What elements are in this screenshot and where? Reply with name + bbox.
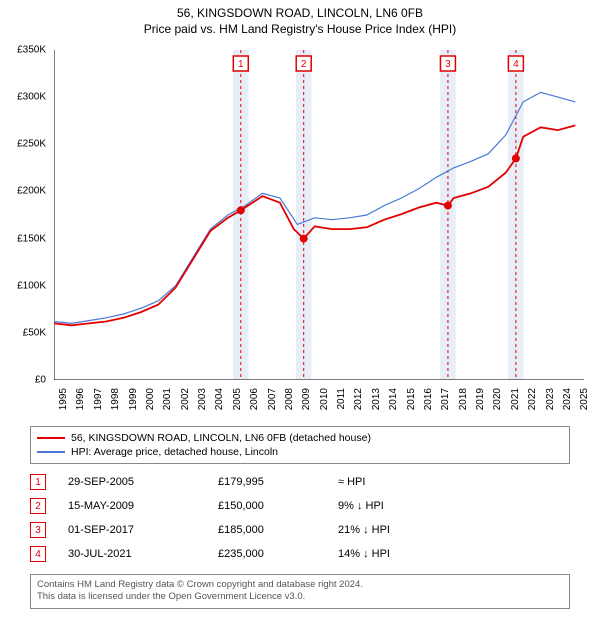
x-tick-label: 2011 [336, 388, 347, 410]
sale-date: 29-SEP-2005 [68, 476, 218, 488]
x-tick-label: 1999 [128, 388, 139, 410]
x-axis-labels: 1995 1996 1997 1998 1999 2000 2001 2002 2003 2004… [54, 384, 584, 424]
x-tick-label: 2000 [145, 388, 156, 410]
footer-line1: Contains HM Land Registry data © Crown c… [37, 579, 563, 591]
sale-price: £179,995 [218, 476, 338, 488]
footer-line2: This data is licensed under the Open Gov… [37, 591, 563, 603]
x-tick-label: 2017 [440, 388, 451, 410]
sale-marker-box: 4 [30, 546, 46, 562]
x-tick-label: 2004 [214, 388, 225, 410]
title-block: 56, KINGSDOWN ROAD, LINCOLN, LN6 0FB Pri… [0, 0, 600, 36]
y-tick-label: £200K [17, 186, 46, 197]
x-tick-label: 1996 [75, 388, 86, 410]
chart-area: 1 2 3 4 [54, 50, 584, 380]
sale-diff: 9% ↓ HPI [338, 500, 570, 512]
title-subtitle: Price paid vs. HM Land Registry's House … [0, 22, 600, 36]
sale-row: 1 29-SEP-2005£179,995≈ HPI [30, 470, 570, 494]
title-address: 56, KINGSDOWN ROAD, LINCOLN, LN6 0FB [0, 6, 600, 20]
sales-table: 1 29-SEP-2005£179,995≈ HPI 2 15-MAY-2009£15… [30, 470, 570, 566]
legend-swatch [37, 451, 65, 452]
sale-diff: 14% ↓ HPI [338, 548, 570, 560]
sale-date: 30-JUL-2021 [68, 548, 218, 560]
sale-date: 15-MAY-2009 [68, 500, 218, 512]
x-tick-label: 1997 [93, 388, 104, 410]
x-tick-label: 2012 [353, 388, 364, 410]
x-tick-label: 2014 [388, 388, 399, 410]
x-tick-label: 2008 [284, 388, 295, 410]
legend-row: HPI: Average price, detached house, Linc… [37, 445, 563, 459]
y-tick-label: £100K [17, 280, 46, 291]
y-tick-label: £300K [17, 92, 46, 103]
x-tick-label: 2019 [475, 388, 486, 410]
y-tick-label: £250K [17, 139, 46, 150]
chart-svg: 1 2 3 4 [54, 50, 584, 380]
svg-text:2: 2 [301, 59, 307, 70]
legend-row: 56, KINGSDOWN ROAD, LINCOLN, LN6 0FB (de… [37, 431, 563, 445]
sale-price: £150,000 [218, 500, 338, 512]
x-tick-label: 2009 [301, 388, 312, 410]
x-tick-label: 2003 [197, 388, 208, 410]
x-tick-label: 2015 [406, 388, 417, 410]
sale-marker-box: 2 [30, 498, 46, 514]
chart-container: 56, KINGSDOWN ROAD, LINCOLN, LN6 0FB Pri… [0, 0, 600, 620]
x-tick-label: 2016 [423, 388, 434, 410]
sale-price: £235,000 [218, 548, 338, 560]
sale-row: 2 15-MAY-2009£150,0009% ↓ HPI [30, 494, 570, 518]
x-tick-label: 2007 [267, 388, 278, 410]
x-tick-label: 2006 [249, 388, 260, 410]
x-tick-label: 2010 [319, 388, 330, 410]
y-tick-label: £50K [23, 327, 46, 338]
y-tick-label: £150K [17, 233, 46, 244]
svg-text:1: 1 [238, 59, 244, 70]
sale-row: 4 30-JUL-2021£235,00014% ↓ HPI [30, 542, 570, 566]
sale-marker-box: 1 [30, 474, 46, 490]
x-tick-label: 2002 [180, 388, 191, 410]
legend-text: HPI: Average price, detached house, Linc… [71, 446, 278, 458]
sale-diff: ≈ HPI [338, 476, 570, 488]
x-tick-label: 2005 [232, 388, 243, 410]
x-tick-label: 2020 [492, 388, 503, 410]
x-tick-label: 2025 [579, 388, 590, 410]
footer: Contains HM Land Registry data © Crown c… [30, 574, 570, 609]
x-tick-label: 2001 [162, 388, 173, 410]
y-tick-label: £0 [35, 375, 46, 386]
sale-row: 3 01-SEP-2017£185,00021% ↓ HPI [30, 518, 570, 542]
y-tick-label: £350K [17, 45, 46, 56]
svg-text:3: 3 [445, 59, 451, 70]
x-tick-label: 1998 [110, 388, 121, 410]
x-tick-label: 1995 [58, 388, 69, 410]
x-tick-label: 2021 [510, 388, 521, 410]
legend-swatch [37, 437, 65, 439]
x-tick-label: 2024 [562, 388, 573, 410]
sale-marker-box: 3 [30, 522, 46, 538]
sale-date: 01-SEP-2017 [68, 524, 218, 536]
legend: 56, KINGSDOWN ROAD, LINCOLN, LN6 0FB (de… [30, 426, 570, 464]
x-tick-label: 2018 [458, 388, 469, 410]
sale-price: £185,000 [218, 524, 338, 536]
svg-text:4: 4 [513, 59, 519, 70]
x-tick-label: 2023 [545, 388, 556, 410]
x-tick-label: 2022 [527, 388, 538, 410]
sale-diff: 21% ↓ HPI [338, 524, 570, 536]
x-tick-label: 2013 [371, 388, 382, 410]
y-axis-labels: £0£50K£100K£150K£200K£250K£300K£350K [0, 50, 50, 380]
legend-text: 56, KINGSDOWN ROAD, LINCOLN, LN6 0FB (de… [71, 432, 371, 444]
